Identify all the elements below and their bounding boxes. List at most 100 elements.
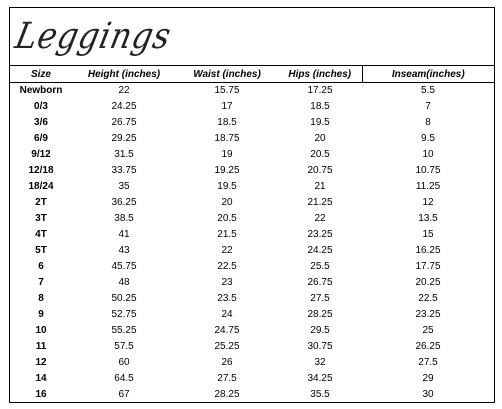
cell-height: 50.25 — [111, 293, 137, 304]
cell-size: 5T — [35, 245, 47, 256]
cell-size: 12 — [35, 357, 47, 368]
cell-height: 31.5 — [114, 149, 134, 160]
cell-hips: 19.5 — [310, 117, 330, 128]
table-row: 2T 36.25 20 21.25 12 — [10, 195, 494, 211]
cell-inseam: 7 — [425, 101, 431, 112]
cell-size: 12/18 — [28, 165, 54, 176]
table-row: 14 64.5 27.5 34.25 29 — [10, 371, 494, 387]
cell-inseam: 10 — [422, 149, 434, 160]
cell-waist: 19.5 — [217, 181, 237, 192]
cell-hips: 34.25 — [307, 373, 333, 384]
cell-height: 26.75 — [111, 117, 137, 128]
cell-size: 14 — [35, 373, 47, 384]
cell-inseam: 8 — [425, 117, 431, 128]
table-row: 11 57.5 25.25 30.75 26.25 — [10, 339, 494, 355]
cell-hips: 28.25 — [307, 309, 333, 320]
cell-hips: 20.5 — [310, 149, 330, 160]
cell-size: 6 — [38, 261, 44, 272]
cell-hips: 23.25 — [307, 229, 333, 240]
cell-inseam: 23.25 — [415, 309, 441, 320]
cell-size: 9/12 — [31, 149, 51, 160]
cell-inseam: 26.25 — [415, 341, 441, 352]
cell-height: 67 — [118, 389, 130, 400]
cell-height: 33.75 — [111, 165, 137, 176]
cell-height: 24.25 — [111, 101, 137, 112]
cell-waist: 24 — [221, 309, 233, 320]
cell-inseam: 12 — [422, 197, 434, 208]
table-row: 8 50.25 23.5 27.5 22.5 — [10, 291, 494, 307]
cell-waist: 17 — [221, 101, 233, 112]
cell-waist: 15.75 — [214, 85, 240, 96]
cell-hips: 20.75 — [307, 165, 333, 176]
cell-size: 6/9 — [34, 133, 48, 144]
table-row: 5T 43 22 24.25 16.25 — [10, 243, 494, 259]
cell-size: 8 — [38, 293, 44, 304]
cell-inseam: 20.25 — [415, 277, 441, 288]
cell-hips: 29.5 — [310, 325, 330, 336]
table-row: 3T 38.5 20.5 22 13.5 — [10, 211, 494, 227]
header-height: Height (inches) — [72, 65, 176, 83]
cell-height: 38.5 — [114, 213, 134, 224]
cell-inseam: 22.5 — [418, 293, 438, 304]
cell-height: 36.25 — [111, 197, 137, 208]
cell-waist: 23 — [221, 277, 233, 288]
cell-inseam: 13.5 — [418, 213, 438, 224]
table-row: 6 45.75 22.5 25.5 17.75 — [10, 259, 494, 275]
cell-size: Newborn — [19, 85, 63, 96]
cell-size: 10 — [35, 325, 47, 336]
cell-hips: 21.25 — [307, 197, 333, 208]
cell-hips: 32 — [314, 357, 326, 368]
cell-height: 48 — [118, 277, 130, 288]
cell-inseam: 17.75 — [415, 261, 441, 272]
cell-size: 7 — [38, 277, 44, 288]
cell-hips: 35.5 — [310, 389, 330, 400]
table-row: 6/9 29.25 18.75 20 9.5 — [10, 131, 494, 147]
cell-height: 29.25 — [111, 133, 137, 144]
cell-inseam: 5.5 — [421, 85, 435, 96]
cell-height: 57.5 — [114, 341, 134, 352]
cell-waist: 26 — [221, 357, 233, 368]
cell-hips: 20 — [314, 133, 326, 144]
cell-waist: 21.5 — [217, 229, 237, 240]
cell-size: 3T — [35, 213, 47, 224]
cell-hips: 18.5 — [310, 101, 330, 112]
table-row: 16 67 28.25 35.5 30 — [10, 387, 494, 403]
cell-height: 35 — [118, 181, 130, 192]
cell-hips: 25.5 — [310, 261, 330, 272]
cell-inseam: 30 — [422, 389, 434, 400]
table-row: 4T 41 21.5 23.25 15 — [10, 227, 494, 243]
cell-height: 60 — [118, 357, 130, 368]
cell-waist: 19 — [221, 149, 233, 160]
size-table: Size Height (inches) Waist (inches) Hips… — [10, 65, 494, 403]
cell-size: 16 — [35, 389, 47, 400]
cell-hips: 22 — [314, 213, 326, 224]
cell-height: 45.75 — [111, 261, 137, 272]
table-row: 18/24 35 19.5 21 11.25 — [10, 179, 494, 195]
table-row: 0/3 24.25 17 18.5 7 — [10, 99, 494, 115]
cell-height: 55.25 — [111, 325, 137, 336]
header-waist: Waist (inches) — [176, 65, 278, 83]
cell-waist: 18.75 — [214, 133, 240, 144]
table-row: Newborn 22 15.75 17.25 5.5 — [10, 83, 494, 100]
cell-hips: 24.25 — [307, 245, 333, 256]
cell-hips: 17.25 — [307, 85, 333, 96]
cell-waist: 19.25 — [214, 165, 240, 176]
cell-hips: 26.75 — [307, 277, 333, 288]
cell-size: 18/24 — [28, 181, 54, 192]
cell-waist: 22.5 — [217, 261, 237, 272]
cell-inseam: 11.25 — [415, 181, 441, 192]
table-row: 3/6 26.75 18.5 19.5 8 — [10, 115, 494, 131]
cell-waist: 25.25 — [214, 341, 240, 352]
cell-inseam: 15 — [422, 229, 434, 240]
cell-waist: 20 — [221, 197, 233, 208]
cell-inseam: 9.5 — [421, 133, 435, 144]
cell-waist: 27.5 — [217, 373, 237, 384]
cell-size: 11 — [35, 341, 47, 352]
page-title: Leggings — [11, 16, 175, 57]
cell-height: 43 — [118, 245, 130, 256]
table-header-row: Size Height (inches) Waist (inches) Hips… — [10, 65, 494, 83]
cell-size: 3/6 — [34, 117, 48, 128]
table-row: 7 48 23 26.75 20.25 — [10, 275, 494, 291]
header-inseam: Inseam(inches) — [361, 65, 494, 83]
cell-waist: 18.5 — [217, 117, 237, 128]
